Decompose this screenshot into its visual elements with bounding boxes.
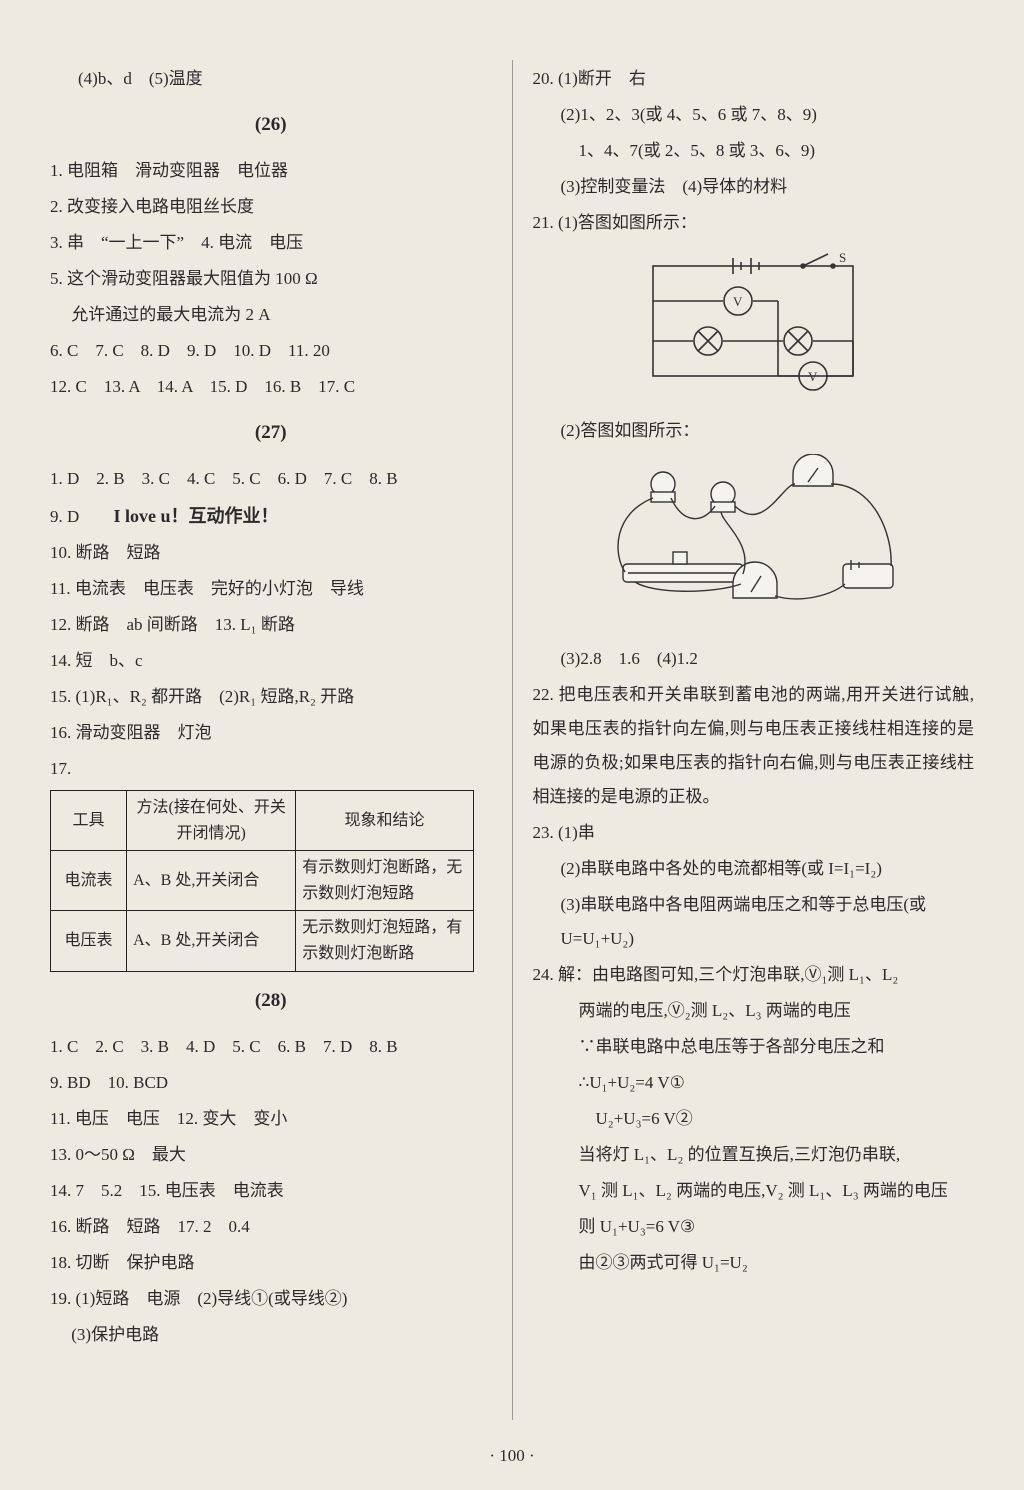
s27-b2: 11. 电流表 电压表 完好的小灯泡 导线: [50, 572, 492, 606]
q24-l5: U₂+U₃=6 V②: [533, 1102, 975, 1136]
th-tool: 工具: [51, 791, 127, 851]
s28-l2: 9. BD 10. BCD: [50, 1066, 492, 1100]
top-line: (4)b、d (5)温度: [50, 62, 492, 96]
column-divider: [512, 60, 513, 1420]
s27-a2: 9. D I love u！互动作业！: [50, 498, 492, 534]
s28-l9: (3)保护电路: [50, 1318, 492, 1352]
s26-l5: 允许通过的最大电流为 2 A: [50, 298, 492, 332]
q20-l1: 20. (1)断开 右: [533, 62, 975, 96]
q23-l2: (2)串联电路中各处的电流都相等(或 I=I₁=I₂): [533, 852, 975, 886]
circuit-pictorial-icon: [593, 454, 913, 624]
table-row: 工具 方法(接在何处、开关开闭情况) 现象和结论: [51, 791, 474, 851]
q21-intro: 21. (1)答图如图所示：: [533, 206, 975, 240]
q23-l1: 23. (1)串: [533, 816, 975, 850]
s26-l6: 6. C 7. C 8. D 9. D 10. D 11. 20: [50, 334, 492, 368]
s28-l6: 16. 断路 短路 17. 2 0.4: [50, 1210, 492, 1244]
q21-tail: (3)2.8 1.6 (4)1.2: [533, 642, 975, 676]
circuit-diagram-1: S V V: [533, 246, 975, 408]
section-26-heading: (26): [50, 106, 492, 144]
q24-l9: 由②③两式可得 U₁=U₂: [533, 1246, 975, 1280]
q24-l7: V₁ 测 L₁、L₂ 两端的电压,V₂ 测 L₁、L₃ 两端的电压: [533, 1174, 975, 1208]
th-result: 现象和结论: [296, 791, 474, 851]
cell-r2c1: 电压表: [51, 911, 127, 971]
voltmeter-label-bottom: V: [808, 369, 818, 384]
section-27-heading: (27): [50, 414, 492, 452]
s27-b6: 16. 滑动变阻器 灯泡: [50, 716, 492, 750]
circuit-diagram-2: [533, 454, 975, 636]
q20-l2: (2)1、2、3(或 4、5、6 或 7、8、9): [533, 98, 975, 132]
s27-b3: 12. 断路 ab 间断路 13. L₁ 断路: [50, 608, 492, 642]
s26-l2: 2. 改变接入电路电阻丝长度: [50, 190, 492, 224]
s28-l5: 14. 7 5.2 15. 电压表 电流表: [50, 1174, 492, 1208]
switch-label: S: [839, 250, 846, 265]
right-column: 20. (1)断开 右 (2)1、2、3(或 4、5、6 或 7、8、9) 1、…: [533, 60, 975, 1420]
q24-l1: 24. 解：由电路图可知,三个灯泡串联,Ⓥ₁测 L₁、L₂: [533, 958, 975, 992]
s27-9d: 9. D: [50, 507, 79, 526]
s28-l1: 1. C 2. C 3. B 4. D 5. C 6. B 7. D 8. B: [50, 1030, 492, 1064]
page-number: · 100 ·: [0, 1446, 1024, 1466]
s27-b1: 10. 断路 短路: [50, 536, 492, 570]
columns: (4)b、d (5)温度 (26) 1. 电阻箱 滑动变阻器 电位器 2. 改变…: [50, 60, 974, 1420]
cell-r1c3: 有示数则灯泡断路，无示数则灯泡短路: [296, 851, 474, 911]
q24-l8: 则 U₁+U₃=6 V③: [533, 1210, 975, 1244]
cell-r2c3: 无示数则灯泡短路，有示数则灯泡断路: [296, 911, 474, 971]
circuit-schematic-icon: S V V: [623, 246, 883, 396]
q23-l3: (3)串联电路中各电阻两端电压之和等于总电压(或 U=U₁+U₂): [533, 888, 975, 956]
s26-l1: 1. 电阻箱 滑动变阻器 电位器: [50, 154, 492, 188]
section-28-heading: (28): [50, 982, 492, 1020]
cell-r2c2: A、B 处,开关闭合: [127, 911, 296, 971]
cell-r1c1: 电流表: [51, 851, 127, 911]
s27-b7: 17.: [50, 752, 492, 786]
handwriting: I love u！互动作业！: [114, 498, 279, 534]
table-17: 工具 方法(接在何处、开关开闭情况) 现象和结论 电流表 A、B 处,开关闭合 …: [50, 790, 474, 972]
s26-l3: 3. 串 “一上一下” 4. 电流 电压: [50, 226, 492, 260]
q21-mid: (2)答图如图所示：: [533, 414, 975, 448]
s26-l7: 12. C 13. A 14. A 15. D 16. B 17. C: [50, 370, 492, 404]
s27-b4: 14. 短 b、c: [50, 644, 492, 678]
s28-l7: 18. 切断 保护电路: [50, 1246, 492, 1280]
s27-b5: 15. (1)R₁、R₂ 都开路 (2)R₁ 短路,R₂ 开路: [50, 680, 492, 714]
s28-l4: 13. 0～50 Ω 最大: [50, 1138, 492, 1172]
q24-l6: 当将灯 L₁、L₂ 的位置互换后,三灯泡仍串联,: [533, 1138, 975, 1172]
page: (4)b、d (5)温度 (26) 1. 电阻箱 滑动变阻器 电位器 2. 改变…: [0, 0, 1024, 1490]
th-method: 方法(接在何处、开关开闭情况): [127, 791, 296, 851]
q24-l4: ∴U₁+U₂=4 V①: [533, 1066, 975, 1100]
s28-l3: 11. 电压 电压 12. 变大 变小: [50, 1102, 492, 1136]
left-column: (4)b、d (5)温度 (26) 1. 电阻箱 滑动变阻器 电位器 2. 改变…: [50, 60, 492, 1420]
table-row: 电流表 A、B 处,开关闭合 有示数则灯泡断路，无示数则灯泡短路: [51, 851, 474, 911]
q22: 22. 把电压表和开关串联到蓄电池的两端,用开关进行试触,如果电压表的指针向左偏…: [533, 678, 975, 814]
voltmeter-label-top: V: [733, 294, 743, 309]
s26-l4: 5. 这个滑动变阻器最大阻值为 100 Ω: [50, 262, 492, 296]
s28-l8: 19. (1)短路 电源 (2)导线①(或导线②): [50, 1282, 492, 1316]
table-row: 电压表 A、B 处,开关闭合 无示数则灯泡短路，有示数则灯泡断路: [51, 911, 474, 971]
q24-l2: 两端的电压,Ⓥ₂测 L₂、L₃ 两端的电压: [533, 994, 975, 1028]
q24-l3: ∵串联电路中总电压等于各部分电压之和: [533, 1030, 975, 1064]
q20-l4: (3)控制变量法 (4)导体的材料: [533, 170, 975, 204]
q20-l3: 1、4、7(或 2、5、8 或 3、6、9): [533, 134, 975, 168]
cell-r1c2: A、B 处,开关闭合: [127, 851, 296, 911]
s27-a1: 1. D 2. B 3. C 4. C 5. C 6. D 7. C 8. B: [50, 462, 492, 496]
